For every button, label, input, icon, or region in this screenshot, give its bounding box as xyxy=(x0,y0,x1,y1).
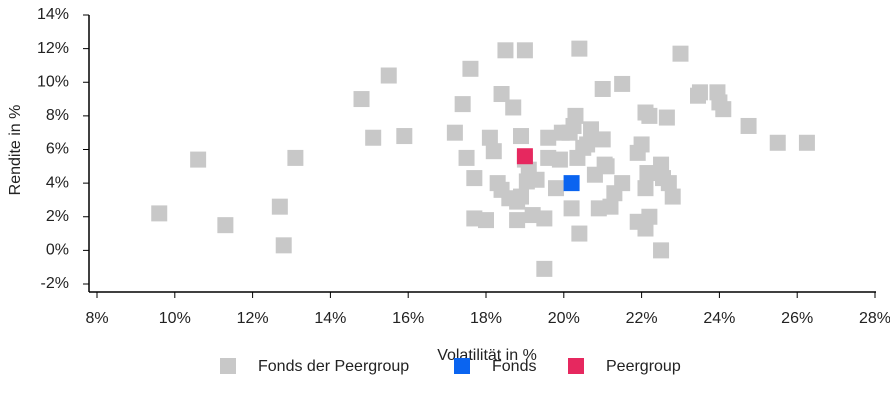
scatter-point xyxy=(602,198,619,215)
scatter-point xyxy=(594,131,611,148)
y-tick-label: 12% xyxy=(37,40,69,57)
scatter-point xyxy=(540,129,557,146)
scatter-point xyxy=(505,99,522,116)
scatter-point xyxy=(497,42,514,59)
scatter-point xyxy=(190,151,207,168)
x-tick-label: 8% xyxy=(85,310,108,327)
scatter-point xyxy=(536,210,553,227)
x-tick-label: 26% xyxy=(781,310,813,327)
scatter-point xyxy=(353,91,370,108)
x-tick-label: 16% xyxy=(392,310,424,327)
scatter-point xyxy=(536,260,553,277)
scatter-point xyxy=(493,86,510,103)
scatter-point xyxy=(217,217,234,234)
legend-label: Peergroup xyxy=(606,358,681,375)
scatter-point xyxy=(151,205,168,222)
y-tick-label: 0% xyxy=(46,242,69,259)
scatter-point xyxy=(271,198,288,215)
scatter-point xyxy=(641,208,658,225)
legend-label: Fonds der Peergroup xyxy=(258,358,409,375)
scatter-point xyxy=(769,134,786,151)
scatter-point xyxy=(571,40,588,57)
scatter-point xyxy=(637,180,654,197)
scatter-point xyxy=(658,109,675,126)
scatter-point xyxy=(740,117,757,134)
scatter-point xyxy=(567,107,584,124)
scatter-point xyxy=(579,136,596,153)
scatter-point xyxy=(365,129,382,146)
scatter-point xyxy=(275,237,292,254)
y-tick-label: 4% xyxy=(46,174,69,191)
scatter-point xyxy=(563,200,580,217)
scatter-point xyxy=(287,149,304,166)
x-tick-label: 18% xyxy=(470,310,502,327)
scatter-point xyxy=(653,242,670,259)
x-tick-label: 22% xyxy=(626,310,658,327)
scatter-point xyxy=(672,45,689,62)
scatter-point xyxy=(548,180,565,197)
scatter-point xyxy=(614,75,631,92)
legend-marker xyxy=(568,358,584,374)
y-tick-label: -2% xyxy=(41,275,69,292)
scatter-point xyxy=(641,107,658,124)
scatter-point xyxy=(478,212,494,229)
scatter-point xyxy=(594,80,611,97)
scatter-point xyxy=(715,101,732,118)
x-tick-label: 20% xyxy=(548,310,580,327)
scatter-point xyxy=(614,175,631,192)
scatter-point xyxy=(485,143,502,160)
scatter-point xyxy=(396,128,413,145)
scatter-point xyxy=(513,128,530,145)
scatter-point xyxy=(563,175,580,192)
legend-marker xyxy=(454,358,470,374)
x-tick-label: 28% xyxy=(859,310,890,327)
scatter-point xyxy=(513,188,530,205)
scatter-point xyxy=(633,136,650,153)
scatter-point xyxy=(454,96,471,113)
y-axis-label: Rendite in % xyxy=(7,105,24,196)
scatter-point xyxy=(653,156,670,173)
scatter-point xyxy=(598,158,615,175)
y-tick-label: 6% xyxy=(46,141,69,158)
scatter-point xyxy=(571,225,588,242)
scatter-point xyxy=(551,151,568,168)
x-tick-label: 14% xyxy=(314,310,346,327)
scatter-point xyxy=(660,175,677,192)
scatter-point xyxy=(462,60,479,77)
y-tick-label: 14% xyxy=(37,6,69,23)
scatter-point xyxy=(481,129,498,146)
scatter-point xyxy=(516,148,533,165)
x-tick-label: 24% xyxy=(703,310,735,327)
scatter-point xyxy=(380,67,397,84)
y-tick-label: 8% xyxy=(46,107,69,124)
scatter-point xyxy=(516,42,533,59)
legend-label: Fonds xyxy=(492,358,536,375)
scatter-point xyxy=(446,124,463,141)
x-tick-label: 10% xyxy=(159,310,191,327)
y-tick-label: 2% xyxy=(46,208,69,225)
legend-marker xyxy=(220,358,236,374)
scatter-point xyxy=(798,134,815,151)
scatter-point xyxy=(691,84,708,101)
x-tick-label: 12% xyxy=(237,310,269,327)
scatter-point xyxy=(509,212,526,229)
scatter-point xyxy=(664,188,681,205)
y-tick-label: 10% xyxy=(37,73,69,90)
scatter-point xyxy=(466,170,483,187)
scatter-point xyxy=(458,149,475,166)
scatter-point xyxy=(639,165,656,182)
scatter-point xyxy=(528,171,545,188)
